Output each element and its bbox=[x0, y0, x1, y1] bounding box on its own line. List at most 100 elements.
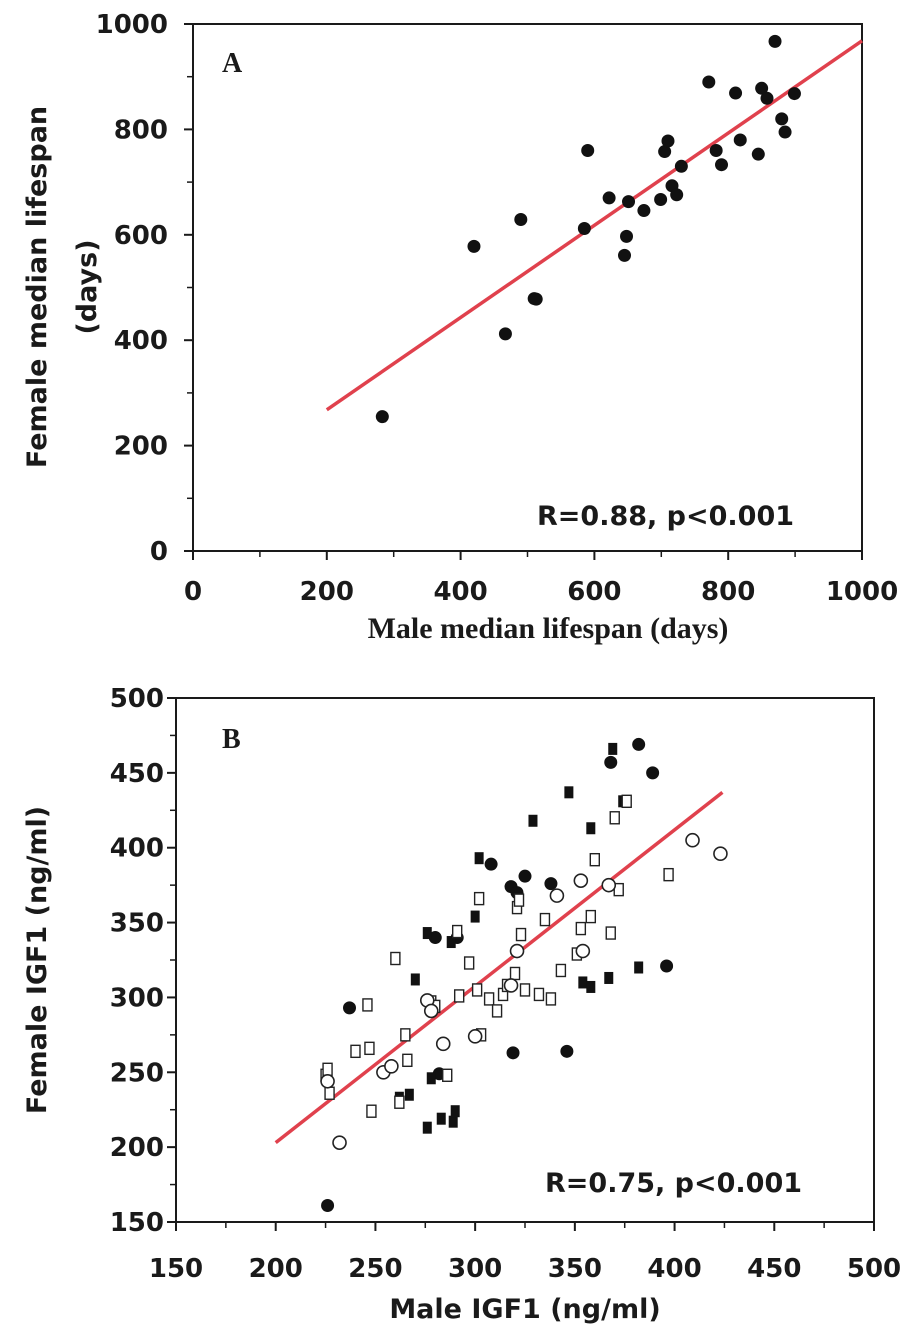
panel-b-point-open-square bbox=[491, 1004, 503, 1018]
panel-a-x-tick-label: 600 bbox=[567, 577, 621, 607]
panel-a-fit-line bbox=[325, 39, 863, 412]
panel-b-point-open-square bbox=[533, 987, 545, 1002]
panel-a-annotation: R=0.88, p<0.001 bbox=[537, 501, 794, 532]
panel-a-x-tick-label: 400 bbox=[433, 577, 487, 607]
panel-a-point-filled-circle bbox=[729, 86, 743, 100]
panel-a-y-tick-label: 400 bbox=[114, 326, 168, 356]
panel-b-point-open-square bbox=[589, 852, 600, 867]
panel-b-label: B bbox=[222, 724, 241, 755]
panel-b-plot-frame bbox=[175, 697, 875, 1223]
panel-a-plot-frame bbox=[192, 23, 863, 552]
panel-a-x-tick-label: 200 bbox=[300, 577, 354, 607]
panel-b-point-filled-square bbox=[446, 936, 456, 949]
panel-b-point-open-square bbox=[555, 963, 567, 978]
panel-a-point-filled-circle bbox=[702, 75, 716, 89]
panel-b-point-filled-square bbox=[422, 927, 432, 940]
panel-a-point-filled-circle bbox=[602, 191, 616, 205]
panel-b-point-open-square bbox=[545, 992, 557, 1006]
panel-b-point-filled-square bbox=[604, 971, 614, 984]
panel-a-point-filled-circle bbox=[514, 213, 528, 227]
panel-b-point-open-square bbox=[621, 794, 632, 809]
panel-a-point-filled-circle bbox=[581, 143, 595, 157]
panel-b-point-filled-square bbox=[634, 961, 644, 974]
panel-b-point-filled-square bbox=[450, 1105, 460, 1118]
panel-b-point-filled-square bbox=[564, 786, 574, 799]
panel-a-point-filled-circle bbox=[498, 327, 512, 341]
panel-b-point-open-square bbox=[663, 867, 674, 882]
panel-a-point-filled-circle bbox=[467, 239, 481, 253]
panel-b-point-filled-square bbox=[578, 976, 588, 989]
panel-b-y-tick-label: 400 bbox=[110, 834, 164, 864]
panel-b-point-open-square bbox=[605, 926, 616, 940]
panel-b-point-filled-circle bbox=[660, 959, 674, 973]
panel-b-point-open-circle bbox=[384, 1058, 399, 1074]
panel-b-point-open-square bbox=[366, 1104, 377, 1118]
panel-a-y-tick-label: 800 bbox=[114, 115, 168, 145]
panel-b-point-filled-circle bbox=[506, 1046, 520, 1060]
panel-b-point-filled-circle bbox=[646, 766, 660, 780]
panel-a-point-filled-circle bbox=[670, 188, 684, 202]
panel-a-point-filled-circle bbox=[778, 125, 792, 139]
panel-b-points bbox=[320, 737, 728, 1213]
panel-b-point-open-square bbox=[463, 956, 475, 970]
panel-a-label: A bbox=[222, 48, 243, 79]
panel-a-y-tick-label: 0 bbox=[150, 537, 168, 567]
panel-b-point-open-square bbox=[609, 811, 620, 825]
panel-a-y-axis-label-line2: (days) bbox=[72, 239, 103, 334]
panel-b-y-tick-label: 350 bbox=[110, 909, 164, 939]
panel-b-point-filled-square bbox=[474, 852, 484, 865]
panel-b-x-tick-label: 300 bbox=[448, 1254, 502, 1284]
panel-a-point-filled-circle bbox=[618, 248, 632, 262]
panel-b-fit-layer bbox=[274, 790, 724, 1145]
panel-a-point-filled-circle bbox=[755, 81, 769, 95]
panel-b-point-open-square bbox=[322, 1062, 333, 1076]
panel-a-x-axis-label: Male median lifespan (days) bbox=[368, 612, 729, 645]
panel-b-point-filled-circle bbox=[484, 857, 498, 871]
panel-a-point-filled-circle bbox=[661, 134, 675, 148]
panel-b-point-filled-circle bbox=[428, 931, 442, 945]
panel-b-point-filled-circle bbox=[518, 869, 532, 883]
panel-b-point-open-circle bbox=[503, 978, 519, 993]
panel-a-point-filled-circle bbox=[577, 221, 591, 235]
panel-b-point-filled-square bbox=[426, 1072, 436, 1085]
panel-a-point-filled-circle bbox=[620, 229, 634, 243]
panel-b-point-filled-square bbox=[422, 1121, 432, 1134]
panel-a-x-tick-label: 1000 bbox=[826, 577, 898, 607]
panel-b-x-tick-label: 500 bbox=[847, 1254, 901, 1284]
panel-b-point-open-square bbox=[394, 1095, 405, 1109]
panel-b-point-filled-square bbox=[608, 742, 618, 755]
panel-a-point-filled-circle bbox=[787, 87, 801, 101]
panel-a-y-tick-label: 1000 bbox=[96, 10, 168, 40]
panel-b-point-open-square bbox=[451, 924, 463, 939]
panel-a-point-filled-circle bbox=[654, 192, 668, 206]
panel-a-y-tick-label: 200 bbox=[114, 432, 168, 462]
panel-b-point-open-circle bbox=[601, 877, 617, 893]
panel-b-axis-ticks: 150 200 250 300 350 400 450 500 150 200 250 300 350 4… bbox=[110, 684, 901, 1284]
panel-a-y-tick-label: 600 bbox=[114, 221, 168, 251]
panel-b-point-filled-circle bbox=[544, 877, 558, 891]
panel-b-point-open-square bbox=[509, 966, 521, 981]
panel-b-point-open-circle bbox=[685, 832, 700, 848]
panel-b-point-filled-square bbox=[410, 973, 420, 986]
panel-b-x-tick-label: 200 bbox=[249, 1254, 303, 1284]
panel-b-point-open-circle bbox=[573, 873, 589, 888]
panel-a-point-filled-circle bbox=[768, 34, 782, 48]
panel-b-point-filled-circle bbox=[321, 1199, 335, 1213]
panel-a-point-filled-circle bbox=[733, 133, 747, 147]
panel-b-y-tick-label: 200 bbox=[110, 1133, 164, 1163]
panel-a-point-filled-circle bbox=[637, 204, 651, 218]
panel-b-y-tick-label: 300 bbox=[110, 983, 164, 1013]
panel-a-point-filled-circle bbox=[709, 143, 723, 157]
panel-b-y-tick-label: 150 bbox=[110, 1208, 164, 1238]
panel-a-fit-layer bbox=[325, 39, 863, 412]
panel-b-point-open-square bbox=[324, 1086, 335, 1100]
panel-b-point-open-square bbox=[362, 998, 373, 1012]
panel-b-point-open-square bbox=[442, 1068, 453, 1082]
panel-b-fit-line bbox=[274, 790, 724, 1145]
panel-b-point-open-square bbox=[350, 1044, 361, 1059]
panel-b-point-open-square bbox=[402, 1053, 413, 1068]
panel-a-point-filled-circle bbox=[751, 147, 765, 161]
panel-b-y-tick-label: 500 bbox=[110, 684, 164, 714]
panel-b-point-open-square bbox=[390, 951, 401, 966]
